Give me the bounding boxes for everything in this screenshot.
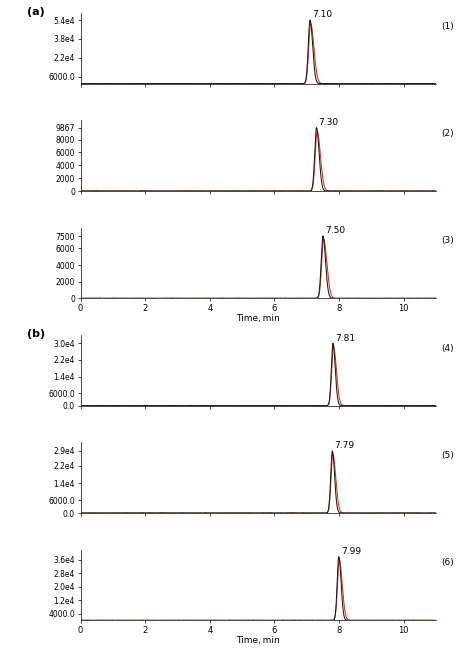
Text: (4): (4): [441, 343, 454, 353]
X-axis label: Time, min: Time, min: [237, 314, 280, 323]
Text: (b): (b): [27, 329, 46, 340]
Text: 7.30: 7.30: [319, 118, 338, 127]
Text: (2): (2): [441, 129, 454, 138]
Text: (1): (1): [441, 22, 454, 31]
Text: (a): (a): [27, 7, 45, 18]
X-axis label: Time, min: Time, min: [237, 636, 280, 645]
Text: 7.79: 7.79: [334, 441, 355, 451]
Text: (6): (6): [441, 558, 454, 567]
Text: 7.50: 7.50: [325, 227, 345, 236]
Text: (5): (5): [441, 451, 454, 460]
Text: 7.10: 7.10: [312, 10, 332, 20]
Text: 7.99: 7.99: [341, 547, 361, 556]
Text: 7.81: 7.81: [335, 334, 355, 343]
Text: (3): (3): [441, 236, 454, 246]
